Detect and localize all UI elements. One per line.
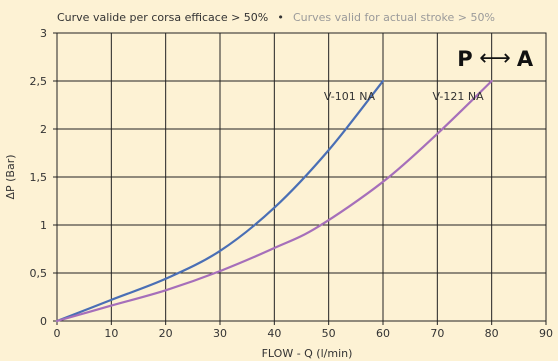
x-tick-label: 40 [267,327,281,340]
x-tick-label: 30 [213,327,227,340]
series-line-2 [55,79,493,323]
series-line-1 [55,79,385,323]
series-lines [55,79,493,323]
x-tick-label: 80 [485,327,499,340]
y-tick-label: 1 [40,219,47,232]
x-tick-label: 0 [54,327,61,340]
y-tick-label: 0 [40,315,47,328]
x-tick-label: 90 [539,327,553,340]
x-axis-label: FLOW - Q (l/min) [262,347,353,360]
x-tick-label: 70 [430,327,444,340]
x-tick-label: 10 [104,327,118,340]
title-english: Curves valid for actual stroke > 50% [293,11,495,24]
y-tick-label: 2,5 [30,75,48,88]
y-tick-label: 2 [40,123,47,136]
grid [56,32,547,322]
series-label-1: V-101 NA [324,90,376,103]
series-labels: V-101 NA V-121 NA [324,90,484,103]
x-tick-label: 20 [159,327,173,340]
flow-port-a: A [517,47,534,71]
flow-direction: P ⟷ A [457,46,534,71]
series-label-2: V-121 NA [433,90,485,103]
y-tick-label: 0,5 [30,267,48,280]
chart-title: Curve valide per corsa efficace > 50% • … [57,6,495,25]
title-separator: • [277,11,284,24]
y-tick-label: 3 [40,27,47,40]
x-tick-label: 60 [376,327,390,340]
flow-port-p: P [457,47,472,71]
y-tick-label: 1,5 [30,171,48,184]
y-axis-ticks: 0 0,5 1 1,5 2 2,5 3 [30,27,57,328]
x-axis-ticks: 0 10 20 30 40 50 60 70 80 90 [54,321,553,340]
flow-arrow-icon: ⟷ [479,46,511,71]
y-axis-label: ΔP (Bar) [4,154,17,199]
title-italian: Curve valide per corsa efficace > 50% [57,11,268,24]
x-tick-label: 50 [322,327,336,340]
